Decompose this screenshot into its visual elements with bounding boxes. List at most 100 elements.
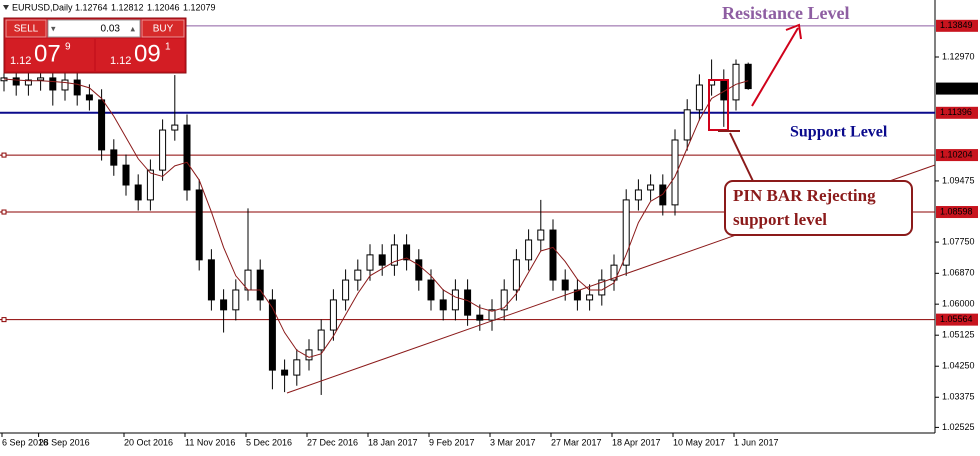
candle-body — [146, 169, 154, 201]
candle-body — [73, 79, 81, 96]
candle-body — [415, 259, 423, 281]
callout-text: support level — [733, 210, 827, 229]
candle-body — [232, 289, 240, 311]
x-tick-label: 28 Sep 2016 — [39, 437, 90, 447]
y-tick-label: 1.12970 — [942, 51, 975, 61]
candle-body — [256, 269, 264, 301]
candle-body — [342, 279, 350, 301]
level-price-box — [936, 19, 978, 32]
candle-body — [134, 184, 142, 201]
candle-body — [561, 279, 569, 291]
level-price-box — [936, 313, 978, 326]
candle-body — [159, 129, 167, 171]
candle-body — [647, 184, 655, 191]
buy-label: BUY — [153, 24, 174, 35]
sell-price-box[interactable] — [6, 39, 94, 71]
callout-box — [724, 180, 913, 236]
buy-price-fraction: 1 — [165, 42, 171, 53]
support-label: Support Level — [790, 124, 888, 141]
callout-text: PIN BAR Rejecting — [733, 186, 876, 205]
candle-body — [12, 77, 20, 86]
candle-body — [220, 299, 228, 311]
x-tick-label: 5 Dec 2016 — [246, 437, 292, 447]
candle-body — [488, 309, 496, 321]
candle-body — [683, 109, 691, 141]
high-value: 1.12812 — [111, 2, 144, 12]
close-value: 1.12079 — [183, 2, 216, 12]
buy-price-prefix: 1.12 — [110, 55, 131, 67]
candle-body — [85, 94, 93, 101]
candle-body — [37, 77, 45, 81]
lot-value: 0.03 — [101, 24, 121, 35]
candle-body — [549, 229, 557, 281]
sell-button[interactable] — [5, 19, 47, 38]
candle-body — [122, 164, 130, 186]
lot-arrow: ▴ — [130, 23, 135, 33]
candle-body — [24, 79, 32, 86]
candle-body — [268, 299, 276, 371]
lot-input[interactable] — [47, 19, 141, 38]
symbol-title: EURUSD,Daily — [12, 2, 73, 12]
x-tick-label: 3 Mar 2017 — [490, 437, 536, 447]
candle-body — [500, 289, 508, 311]
candle-body — [305, 349, 313, 361]
candle-body — [586, 294, 594, 301]
y-tick-label: 1.06000 — [942, 299, 975, 309]
candle-body — [451, 289, 459, 311]
candle-body — [183, 124, 191, 191]
candle-body — [537, 229, 545, 241]
candle-body — [403, 244, 411, 261]
candle-body — [476, 314, 484, 321]
candle-body — [659, 184, 667, 206]
sell-price-prefix: 1.12 — [10, 55, 31, 67]
candle-body — [195, 189, 203, 261]
x-tick-label: 11 Nov 2016 — [185, 437, 235, 447]
candle-body — [598, 279, 606, 296]
candle-body — [354, 269, 362, 281]
trade-panel: SELL ▾ 0.03 ▴ BUY 1.12 07 9 1.12 09 1 — [3, 17, 187, 74]
buy-price-box[interactable] — [96, 39, 184, 71]
y-tick-label: 1.07750 — [942, 236, 975, 246]
candle-body — [329, 299, 337, 331]
x-tick-label: 18 Apr 2017 — [612, 437, 661, 447]
x-tick-label: 18 Jan 2017 — [368, 437, 418, 447]
candle-body — [610, 264, 618, 281]
x-tick-label: 6 Sep 2016 — [2, 437, 48, 447]
x-tick-label: 27 Mar 2017 — [551, 437, 602, 447]
level-price-label: 1.08598 — [940, 206, 973, 216]
candle-body — [317, 329, 325, 351]
candle-body — [171, 124, 179, 131]
candle-body — [634, 189, 642, 201]
x-tick-label: 9 Feb 2017 — [429, 437, 475, 447]
buy-price-pips: 09 — [134, 40, 161, 67]
arrow-head — [785, 23, 802, 40]
x-tick-label: 20 Oct 2016 — [124, 437, 173, 447]
candle-body — [744, 63, 752, 90]
current-price-box — [936, 82, 978, 95]
candle-body — [464, 289, 472, 316]
moving-average — [3, 78, 749, 358]
y-tick-label: 1.04250 — [942, 361, 975, 371]
candle-body — [439, 299, 447, 311]
y-tick-label: 1.06870 — [942, 268, 975, 278]
y-tick-label: 1.05125 — [942, 330, 975, 340]
candle-body — [622, 199, 630, 266]
candle-body — [573, 289, 581, 301]
candle-body — [525, 239, 533, 261]
level-price-box — [936, 206, 978, 219]
candle-body — [207, 259, 215, 301]
level-price-box — [936, 149, 978, 162]
open-value: 1.12764 — [75, 2, 108, 12]
candle-body — [732, 63, 740, 101]
sell-price-pips: 07 — [34, 40, 61, 67]
y-tick-label: 1.02525 — [942, 422, 975, 432]
candle-body — [98, 99, 106, 151]
level-anchor — [1, 209, 7, 215]
buy-button[interactable] — [141, 19, 185, 38]
lot-arrow: ▾ — [51, 23, 56, 33]
candle-body — [378, 254, 386, 266]
candle-body — [366, 254, 374, 271]
arrow — [751, 27, 799, 107]
